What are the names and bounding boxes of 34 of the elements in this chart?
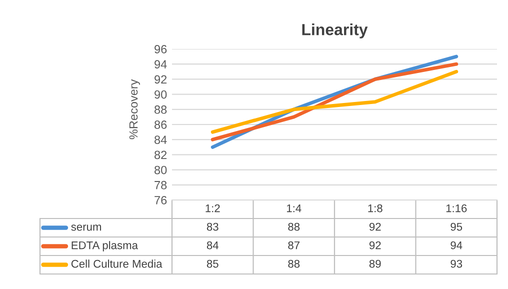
y-tick-label: 88 (154, 105, 167, 114)
data-label: 88 (288, 222, 300, 231)
y-tick-label: 84 (154, 136, 167, 144)
data-label: 89 (369, 260, 381, 268)
legend-label: EDTA plasma (72, 241, 138, 252)
y-tick-label: 86 (154, 120, 167, 129)
line-series (210, 70, 458, 134)
x-tick-label: 1:4 (287, 204, 302, 212)
y-tick-label: 80 (154, 166, 167, 174)
y-axis-title: %Recovery (129, 79, 140, 140)
data-label: 83 (206, 222, 218, 231)
data-label: 87 (288, 241, 300, 250)
y-tick-label: 94 (154, 60, 167, 68)
legend-label: serum (71, 224, 102, 231)
y-tick-label: 90 (154, 90, 167, 99)
data-label: 92 (369, 222, 381, 231)
data-label: 85 (206, 260, 218, 268)
x-tick-label: 1:2 (206, 204, 220, 212)
y-tick-label: 78 (154, 180, 167, 190)
legend-label: Cell Culture Media (71, 260, 162, 268)
y-tick-label: 92 (154, 75, 167, 84)
y-tick-label: 82 (154, 150, 167, 160)
y-tick-label: 96 (154, 45, 167, 54)
line-series (210, 62, 458, 142)
y-tick-label: 76 (154, 196, 167, 204)
data-label: 93 (450, 260, 462, 268)
chart-title: Linearity (302, 24, 368, 38)
x-tick-label: 1:16 (446, 204, 467, 212)
x-tick-label: 1:8 (368, 204, 382, 212)
data-label: 95 (450, 222, 462, 231)
data-label: 94 (450, 241, 462, 250)
data-label: 92 (369, 241, 381, 250)
data-label: 84 (206, 241, 218, 250)
data-label: 88 (288, 260, 300, 268)
